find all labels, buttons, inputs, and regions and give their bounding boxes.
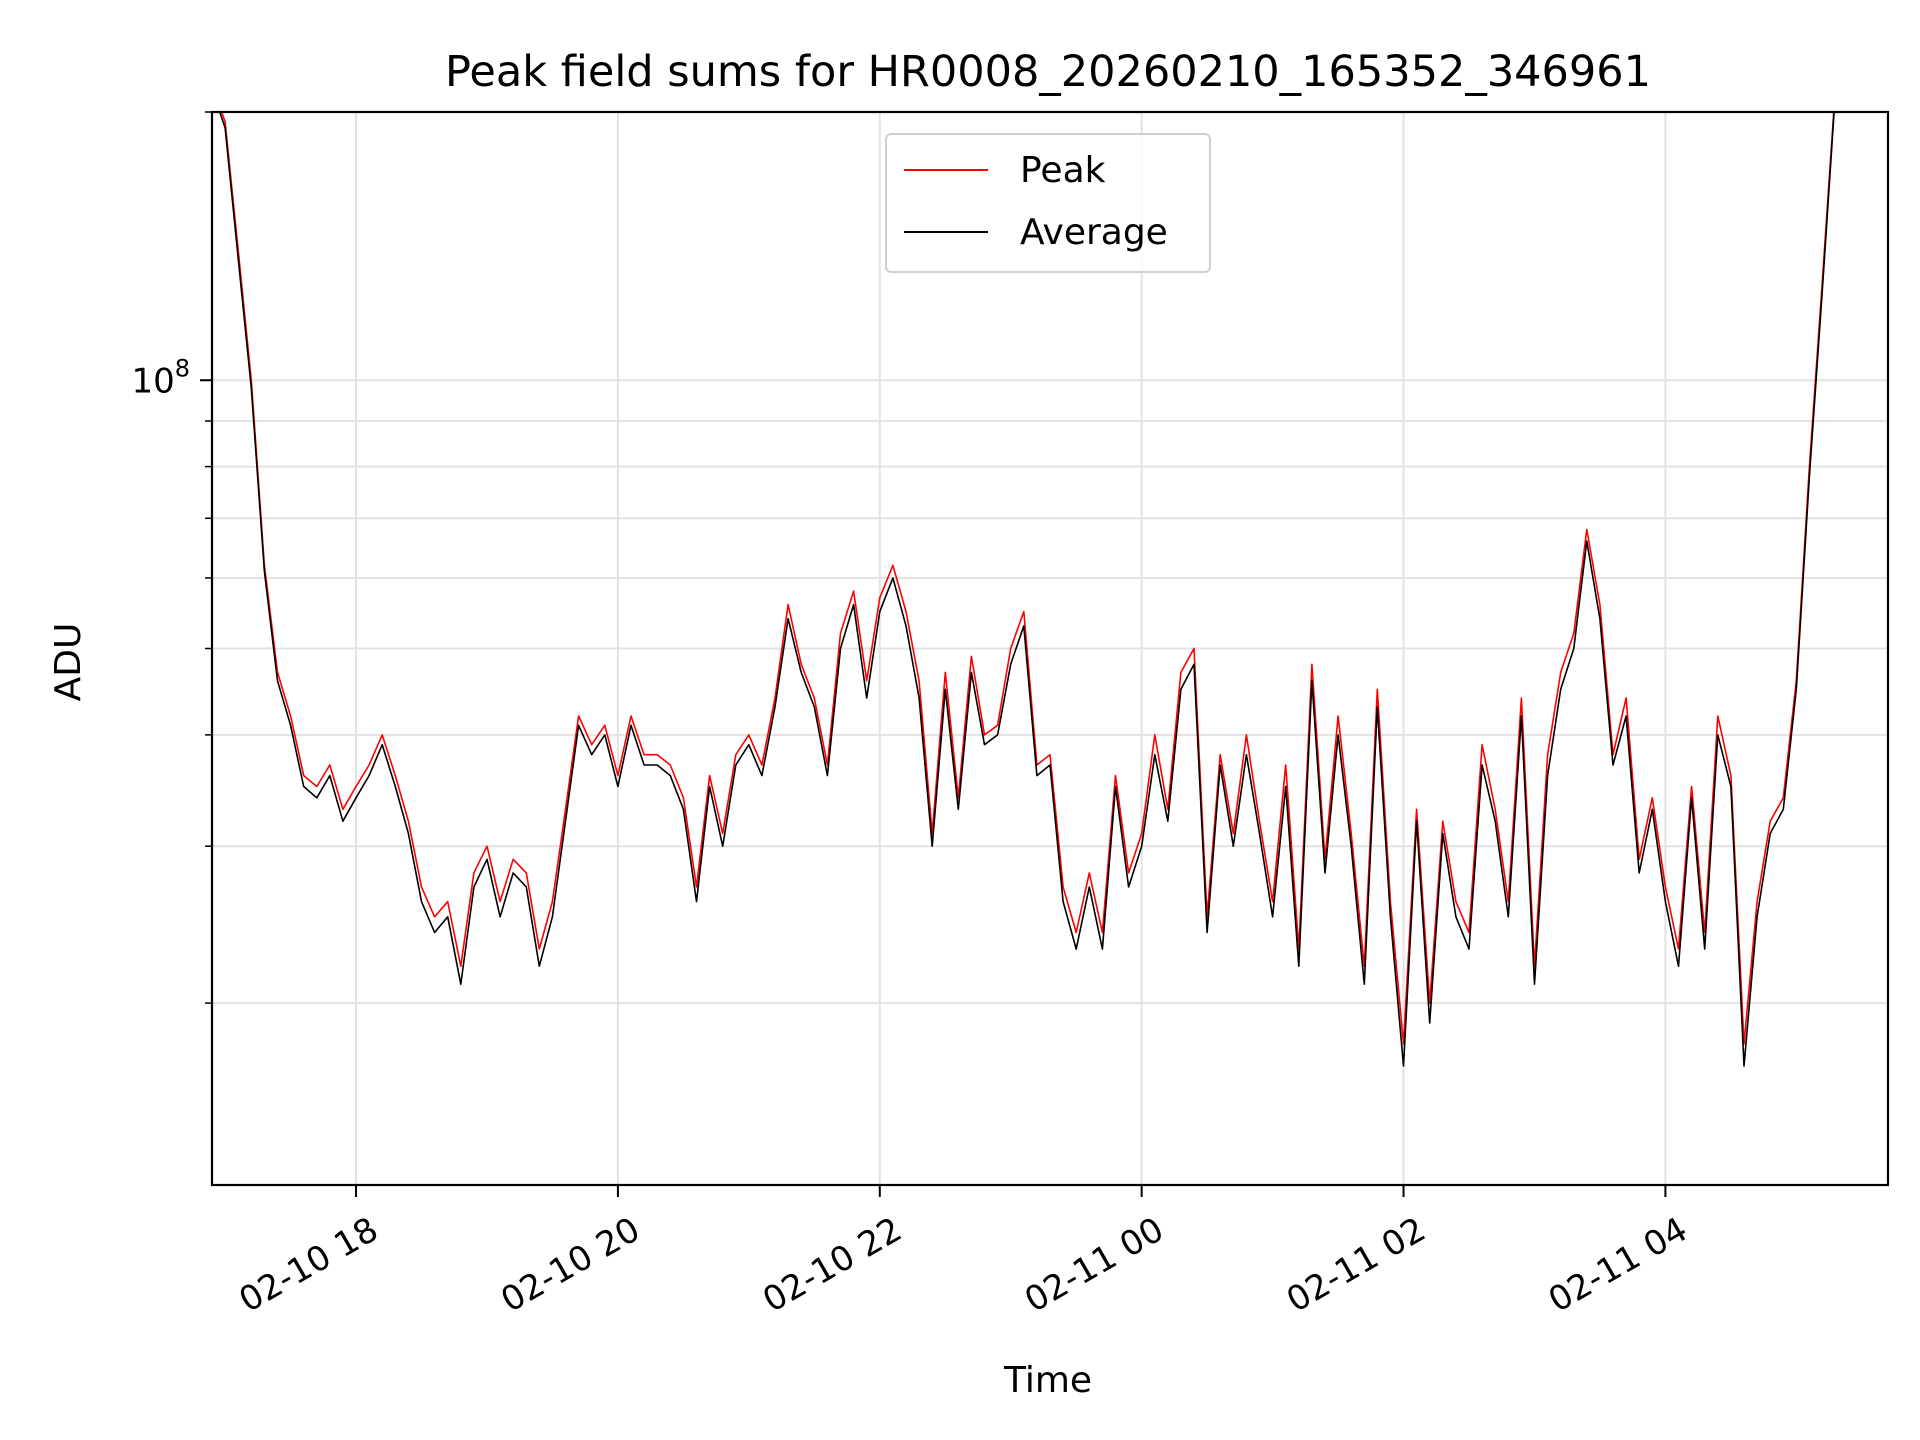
y-axis-label: ADU	[48, 623, 89, 702]
x-axis-label: Time	[1003, 1360, 1092, 1401]
legend-label-peak: Peak	[1020, 150, 1106, 191]
chart-title: Peak field sums for HR0008_20260210_1653…	[445, 47, 1651, 97]
series-line-peak	[220, 112, 1835, 1045]
x-tick-label: 02-11 00	[1018, 1210, 1170, 1321]
series-layer	[218, 112, 1835, 1067]
grid	[212, 111, 1888, 1185]
x-tick-label: 02-11 02	[1280, 1210, 1432, 1321]
x-tick-label: 02-11 04	[1542, 1210, 1694, 1321]
legend-label-average: Average	[1020, 212, 1168, 253]
legend-box	[885, 133, 1211, 273]
x-tick-label: 02-10 22	[756, 1210, 908, 1321]
y-tick-label: 108	[131, 354, 190, 401]
x-tick-label: 02-10 20	[494, 1210, 646, 1321]
legend: Peak Average	[885, 133, 1211, 273]
ticks: 02-10 18 02-10 20 02-10 22 02-11 00 02-11 02…	[131, 111, 1694, 1321]
x-tick-label: 02-10 18	[233, 1210, 385, 1321]
series-line-average	[218, 112, 1835, 1067]
